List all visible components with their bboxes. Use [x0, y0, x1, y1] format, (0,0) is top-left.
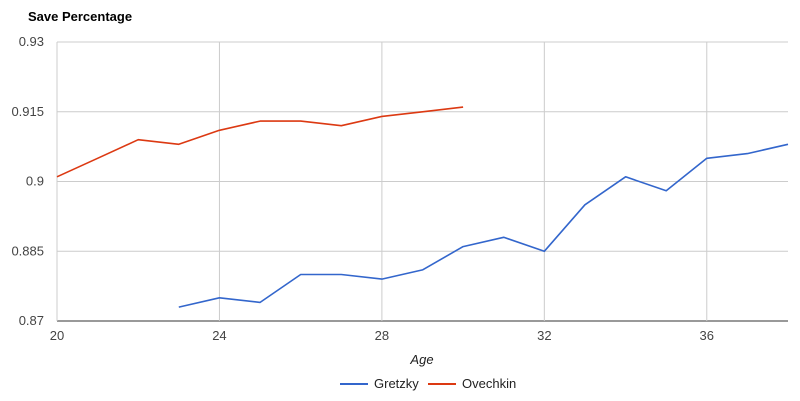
- gridlines: [56, 41, 788, 322]
- y-tick-label: 0.885: [11, 243, 44, 258]
- x-tick-label: 36: [700, 328, 714, 343]
- series-line-gretzky[interactable]: [178, 143, 789, 308]
- x-tick-label: 32: [537, 328, 551, 343]
- y-tick-label: 0.915: [11, 104, 44, 119]
- x-axis-label: Age: [409, 352, 433, 367]
- series-lines: [56, 106, 789, 308]
- y-axis-ticks: 0.93 0.915 0.9 0.885 0.87: [11, 34, 44, 328]
- legend-label: Ovechkin: [462, 376, 516, 391]
- legend-label: Gretzky: [374, 376, 419, 391]
- y-tick-label: 0.93: [19, 34, 44, 49]
- legend-item-gretzky[interactable]: Gretzky: [340, 376, 419, 391]
- series-line-ovechkin[interactable]: [56, 106, 464, 178]
- legend-item-ovechkin[interactable]: Ovechkin: [428, 376, 516, 391]
- x-tick-label: 28: [375, 328, 389, 343]
- legend[interactable]: Gretzky Ovechkin: [340, 376, 516, 391]
- y-tick-label: 0.9: [26, 174, 44, 189]
- x-tick-label: 24: [212, 328, 226, 343]
- x-tick-label: 20: [50, 328, 64, 343]
- y-tick-label: 0.87: [19, 313, 44, 328]
- x-axis-ticks: 20 24 28 32 36: [50, 328, 714, 343]
- chart-title: Save Percentage: [28, 9, 132, 24]
